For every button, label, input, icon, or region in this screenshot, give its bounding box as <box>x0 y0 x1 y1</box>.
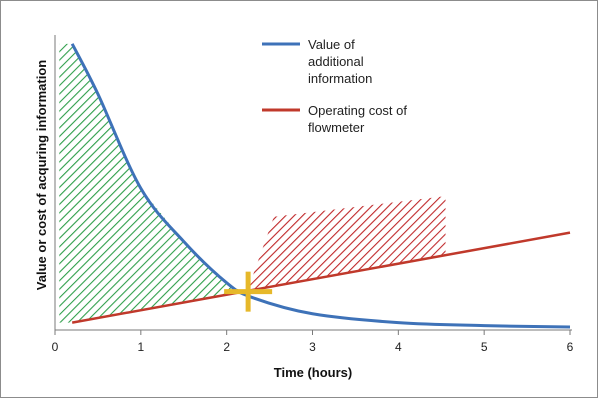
series-line-cost <box>71 231 571 324</box>
x-tick-label: 2 <box>223 340 230 354</box>
x-tick-label: 5 <box>481 340 488 354</box>
x-tick-label: 1 <box>137 340 144 354</box>
legend-label-value: Value of additional information <box>308 37 372 86</box>
legend: Value of additional information Operatin… <box>262 37 411 135</box>
x-tick-label: 3 <box>309 340 316 354</box>
x-axis-title: Time (hours) <box>274 365 353 380</box>
x-tick-label: 6 <box>567 340 574 354</box>
hatched-region-red <box>248 196 446 291</box>
legend-label-cost: Operating cost of flowmeter <box>308 103 411 135</box>
x-tick-label: 0 <box>52 340 59 354</box>
x-tick-label: 4 <box>395 340 402 354</box>
hatched-region-green <box>59 43 249 323</box>
y-axis-title: Value or cost of acquring information <box>34 60 49 290</box>
